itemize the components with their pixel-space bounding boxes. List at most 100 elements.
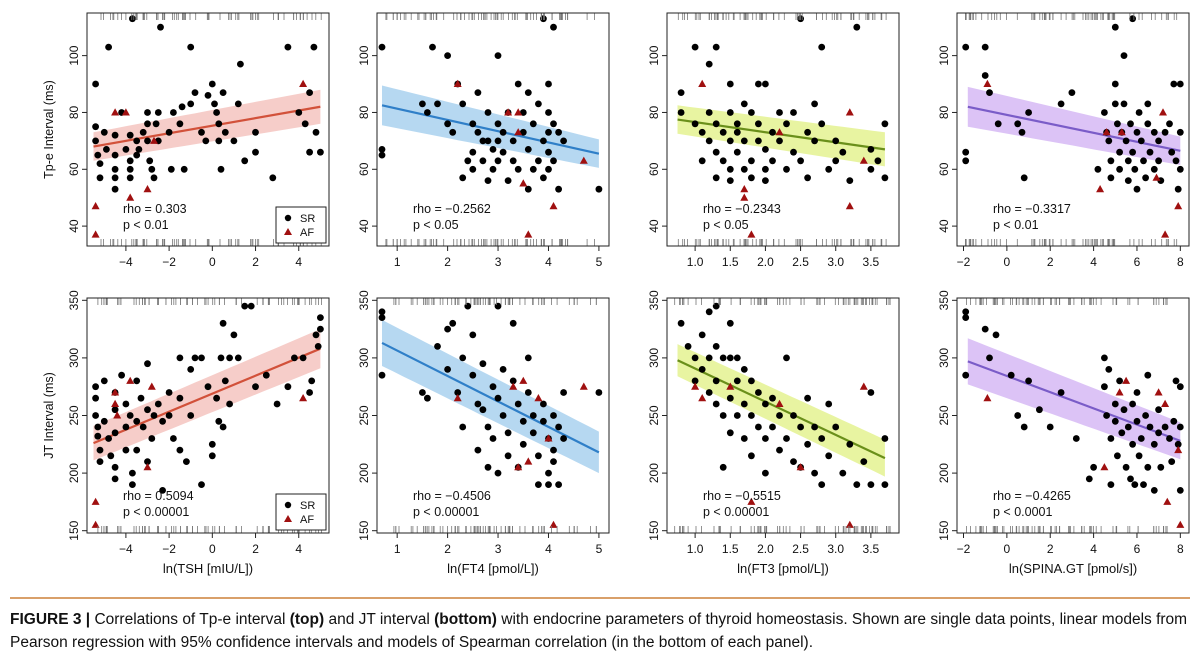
sr-point	[111, 475, 119, 483]
panel-B: 1 2 3 4 5 40 60 80 100 rho = −0.2562 p < 0.05	[357, 12, 610, 269]
rug-marks	[677, 13, 887, 246]
y-tick-label: 250	[67, 405, 81, 425]
panel-G: 1.0 1.5 2.0 2.5 3.0 3.5 150 200 250 300 350 rho = −…	[647, 290, 900, 576]
sr-point	[469, 120, 477, 128]
sr-point	[1129, 400, 1136, 408]
sr-point	[962, 148, 970, 156]
x-tick-label: −2	[957, 542, 971, 556]
sr-point	[535, 452, 542, 460]
sr-point	[126, 174, 134, 182]
x-axis-label: ln(FT4 [pmol/L])	[447, 561, 539, 576]
sr-point	[1174, 440, 1182, 448]
af-point	[845, 520, 854, 528]
sr-point	[1107, 481, 1115, 488]
sr-point	[1140, 481, 1147, 488]
legend-box	[275, 206, 327, 244]
sr-point	[783, 354, 790, 362]
sr-point	[474, 89, 482, 96]
sr-point	[981, 72, 989, 79]
sr-point	[122, 446, 130, 454]
sr-point	[769, 423, 776, 431]
sr-point	[1133, 128, 1141, 136]
sr-point	[215, 120, 223, 128]
sr-point	[499, 366, 507, 373]
sr-point	[92, 394, 99, 402]
sr-point	[748, 452, 755, 460]
sr-point	[1124, 157, 1132, 165]
sr-point	[484, 177, 492, 185]
sr-point	[459, 174, 467, 182]
x-tick-label: 6	[1134, 255, 1141, 269]
sr-point	[783, 120, 790, 128]
sr-point	[306, 389, 313, 396]
af-point	[299, 394, 308, 402]
sr-point	[133, 137, 141, 145]
sr-point	[797, 423, 804, 431]
sr-point	[241, 302, 249, 310]
x-tick-label: 0	[1004, 542, 1011, 556]
sr-point	[1161, 423, 1169, 431]
af-point	[1174, 202, 1183, 210]
rho-annotation: rho = −0.3317	[993, 202, 1071, 216]
sr-point	[1107, 174, 1115, 182]
x-tick-label: 3.5	[863, 542, 880, 556]
sr-point	[1094, 165, 1102, 173]
sr-point	[122, 400, 130, 408]
sr-point	[469, 331, 477, 339]
sr-point	[1142, 174, 1149, 182]
sr-point	[1014, 120, 1022, 128]
sr-point	[733, 120, 741, 128]
p-annotation: p < 0.05	[703, 218, 749, 232]
sr-point	[712, 174, 720, 182]
sr-point	[705, 308, 713, 316]
sr-point	[469, 371, 477, 379]
sr-point	[1101, 109, 1108, 116]
af-point	[91, 202, 100, 210]
regression-line	[93, 347, 321, 445]
rho-annotation: rho = −0.2562	[413, 202, 491, 216]
sr-point	[129, 469, 136, 477]
sr-point	[560, 435, 567, 442]
af-point	[579, 156, 588, 164]
sr-point	[1127, 475, 1134, 483]
caption-part3: with endocrine parameters of thyroid hom…	[10, 611, 1188, 651]
sr-point	[545, 128, 552, 136]
sr-point	[165, 128, 173, 136]
sr-point	[509, 319, 517, 327]
sr-point	[762, 80, 769, 88]
x-tick-label: 0	[209, 542, 216, 556]
sr-point	[484, 137, 492, 145]
sr-point	[126, 157, 134, 165]
x-tick-label: 2	[1047, 542, 1054, 556]
sr-point	[213, 394, 221, 402]
sr-point	[94, 151, 102, 159]
sr-point	[726, 137, 734, 145]
sr-point	[1111, 23, 1119, 31]
y-tick-label: 250	[937, 405, 951, 425]
x-tick-label: 2.0	[757, 255, 774, 269]
af-point	[514, 128, 523, 136]
sr-point	[226, 400, 234, 408]
sr-point	[213, 109, 221, 116]
af-point	[698, 79, 707, 87]
sr-point	[981, 43, 989, 51]
sr-point	[111, 406, 119, 414]
sr-point	[135, 146, 143, 153]
sr-point	[252, 148, 259, 156]
sr-point	[804, 128, 811, 136]
af-point	[775, 399, 784, 407]
caption-rule	[10, 597, 1190, 599]
sr-point	[740, 435, 748, 442]
sr-point	[208, 452, 216, 460]
sr-point	[769, 157, 776, 165]
sr-point	[150, 412, 158, 419]
sr-point	[178, 103, 186, 111]
af-point	[150, 136, 158, 144]
regression-line	[677, 359, 886, 460]
sr-point	[691, 43, 699, 51]
af-point	[1117, 128, 1126, 136]
sr-point	[474, 128, 482, 136]
sr-point	[818, 435, 826, 442]
y-tick-label: 350	[647, 290, 661, 310]
sr-point	[378, 146, 386, 153]
